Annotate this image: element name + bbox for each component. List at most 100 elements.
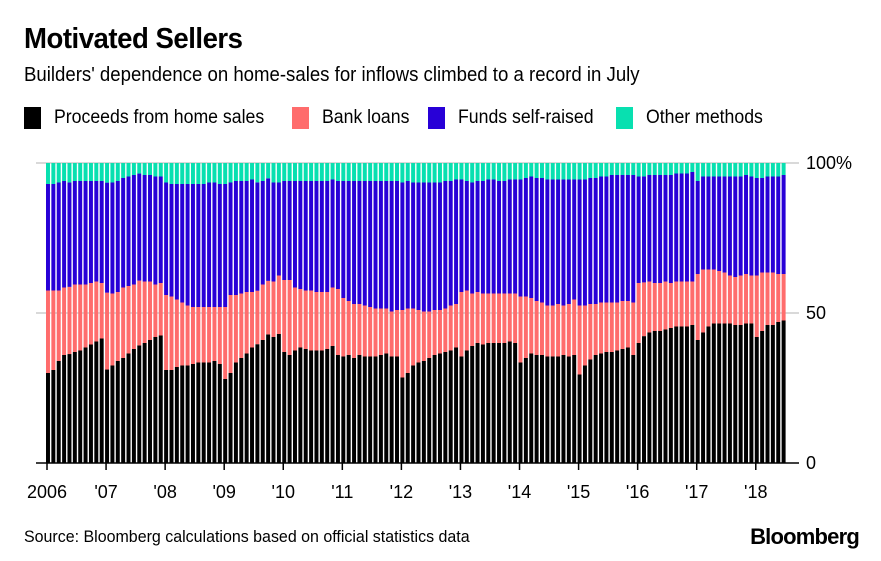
bar-segment-bank-loans (588, 304, 593, 360)
bar-segment-funds-self-raised (679, 173, 684, 282)
bar-segment-bank-loans (727, 275, 732, 324)
bar-segment-other-methods (164, 163, 169, 183)
bar-segment-other-methods (615, 163, 620, 175)
bar-segment-bank-loans (620, 301, 625, 349)
bar-segment-proceeds-from-home-sales (620, 349, 625, 463)
bar-segment-bank-loans (540, 302, 544, 355)
bar-segment-funds-self-raised (642, 176, 646, 283)
bar-segment-bank-loans (497, 293, 502, 343)
bar-segment-bank-loans (131, 284, 136, 349)
bar-segment-other-methods (604, 163, 609, 177)
bar-segment-funds-self-raised (185, 184, 190, 306)
bar-segment-proceeds-from-home-sales (212, 361, 217, 463)
bar-segment-proceeds-from-home-sales (464, 350, 469, 463)
bar-segment-other-methods (545, 163, 550, 180)
bar-segment-other-methods (46, 163, 50, 184)
bar-segment-proceeds-from-home-sales (298, 347, 303, 463)
bar-segment-funds-self-raised (384, 181, 389, 309)
bar-segment-funds-self-raised (298, 181, 303, 289)
bar-segment-funds-self-raised (78, 181, 83, 285)
bar-segment-funds-self-raised (701, 176, 706, 270)
bar-segment-bank-loans (51, 290, 56, 370)
bar-segment-proceeds-from-home-sales (99, 338, 104, 463)
bar-segment-other-methods (148, 163, 152, 175)
bar-segment-other-methods (395, 163, 399, 181)
bar-segment-proceeds-from-home-sales (357, 355, 362, 463)
bar-segment-bank-loans (507, 293, 512, 342)
bar-segment-other-methods (400, 163, 405, 183)
bar-segment-proceeds-from-home-sales (631, 355, 636, 463)
bar-segment-other-methods (744, 163, 749, 175)
bar-segment-proceeds-from-home-sales (158, 335, 163, 463)
x-tick-label: '18 (744, 482, 767, 502)
bar-segment-other-methods (652, 163, 657, 175)
bar-segment-bank-loans (437, 310, 442, 354)
bar-segment-funds-self-raised (684, 173, 689, 282)
bar-segment-funds-self-raised (115, 181, 120, 292)
bar-segment-other-methods (121, 163, 126, 178)
bar-segment-other-methods (647, 163, 652, 175)
bar-segment-funds-self-raised (582, 179, 587, 306)
bar-segment-other-methods (303, 163, 308, 181)
bar-segment-proceeds-from-home-sales (540, 355, 544, 463)
legend-item-home-sales: Proceeds from home sales (24, 107, 280, 129)
bar-segment-funds-self-raised (83, 181, 88, 285)
bar-segment-other-methods (437, 163, 442, 183)
bar-segment-other-methods (51, 163, 56, 184)
bar-segment-bank-loans (529, 298, 534, 354)
bar-segment-other-methods (502, 163, 507, 181)
bar-segment-bank-loans (534, 301, 539, 355)
bar-segment-funds-self-raised (437, 182, 442, 310)
x-tick-label: 2006 (27, 482, 67, 502)
x-tick-label: '07 (94, 482, 117, 502)
bar-segment-bank-loans (266, 280, 271, 335)
bar-segment-bank-loans (400, 310, 405, 378)
x-tick-label: '09 (212, 482, 235, 502)
bar-segment-proceeds-from-home-sales (604, 352, 609, 463)
bar-segment-proceeds-from-home-sales (174, 367, 179, 463)
bar-segment-bank-loans (421, 311, 426, 361)
bar-segment-bank-loans (454, 304, 459, 348)
bar-segment-funds-self-raised (105, 182, 110, 293)
bar-segment-funds-self-raised (207, 182, 212, 307)
bar-segment-funds-self-raised (228, 182, 233, 295)
bar-segment-funds-self-raised (164, 182, 169, 295)
bar-segment-proceeds-from-home-sales (647, 332, 652, 463)
bar-segment-funds-self-raised (72, 181, 77, 285)
bar-segment-funds-self-raised (534, 178, 539, 301)
bar-segment-bank-loans (389, 311, 394, 357)
bar-segment-proceeds-from-home-sales (287, 355, 292, 463)
bar-segment-proceeds-from-home-sales (475, 343, 480, 463)
bar-segment-funds-self-raised (674, 173, 679, 282)
bar-segment-funds-self-raised (148, 175, 152, 282)
bar-segment-proceeds-from-home-sales (266, 334, 271, 463)
bar-segment-other-methods (781, 163, 786, 175)
bar-segment-other-methods (421, 163, 426, 183)
bar-segment-other-methods (266, 163, 271, 179)
bar-segment-other-methods (298, 163, 303, 181)
bar-segment-other-methods (631, 163, 636, 175)
bar-segment-bank-loans (642, 282, 646, 337)
bar-segment-bank-loans (711, 269, 716, 324)
bar-segment-proceeds-from-home-sales (88, 344, 93, 463)
bar-segment-proceeds-from-home-sales (148, 340, 152, 463)
bar-segment-other-methods (56, 163, 61, 183)
bar-segment-other-methods (341, 163, 346, 181)
bar-segment-bank-loans (309, 290, 314, 351)
bar-segment-funds-self-raised (711, 176, 716, 270)
bar-segment-other-methods (62, 163, 67, 181)
chart-subtitle: Builders' dependence on home-sales for i… (24, 64, 640, 86)
bar-segment-proceeds-from-home-sales (658, 331, 663, 463)
bar-segment-proceeds-from-home-sales (577, 374, 582, 463)
bar-segment-bank-loans (582, 305, 587, 366)
y-tick-label: 50 (806, 303, 826, 323)
bar-segment-other-methods (357, 163, 362, 181)
bar-segment-funds-self-raised (647, 175, 652, 282)
bar-segment-other-methods (561, 163, 566, 180)
bar-segment-proceeds-from-home-sales (153, 337, 158, 463)
bar-segment-proceeds-from-home-sales (599, 353, 604, 463)
bar-segment-funds-self-raised (765, 176, 770, 273)
bar-segment-proceeds-from-home-sales (744, 323, 749, 463)
bar-segment-other-methods (137, 163, 142, 174)
bar-segment-other-methods (88, 163, 93, 181)
